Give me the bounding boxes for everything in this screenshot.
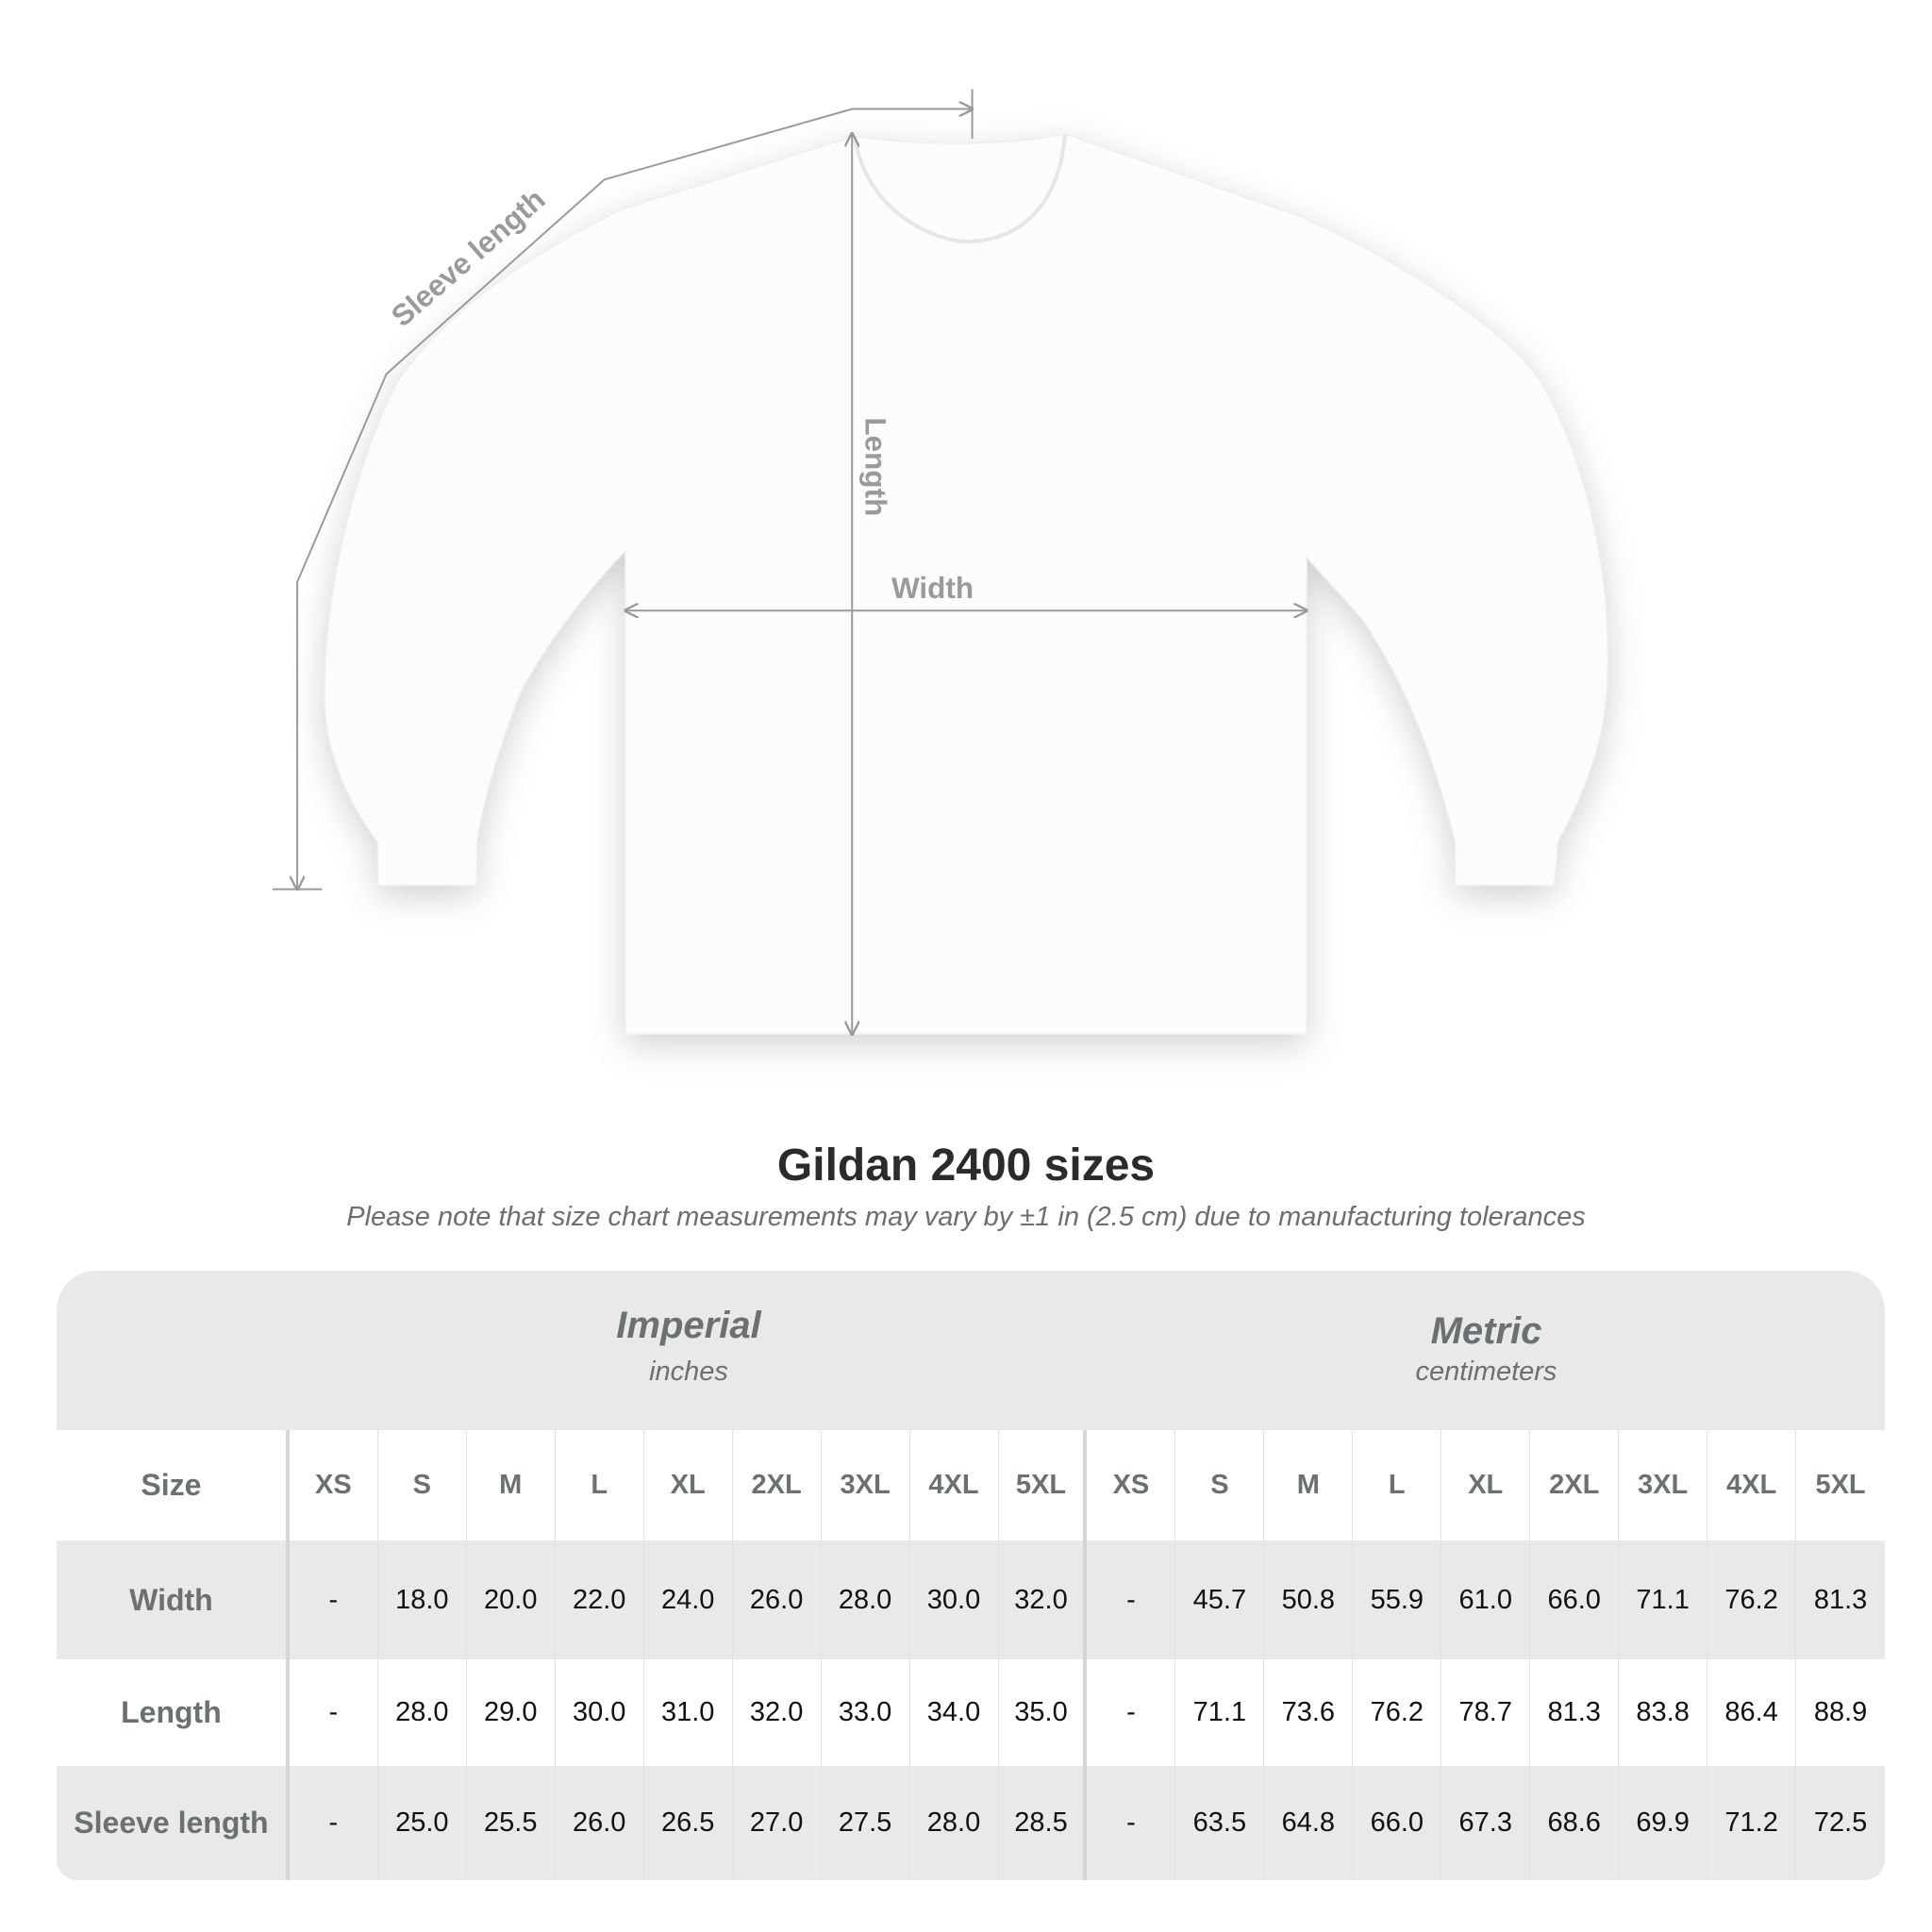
value-cell: - bbox=[1087, 1766, 1176, 1880]
value-cell: 28.0 bbox=[822, 1541, 910, 1659]
collar bbox=[852, 133, 1067, 243]
imperial-header: Imperial inches bbox=[290, 1271, 1088, 1430]
metric-header: Metric centimeters bbox=[1088, 1271, 1885, 1430]
value-cell: 45.7 bbox=[1175, 1541, 1265, 1659]
size-header-cell: XL bbox=[1441, 1430, 1531, 1541]
value-cell: 29.0 bbox=[467, 1659, 556, 1766]
size-table: Imperial inches Metric centimeters Size X… bbox=[57, 1271, 1885, 1880]
value-cell: 71.1 bbox=[1619, 1541, 1708, 1659]
size-header-cell: XS bbox=[290, 1430, 378, 1541]
value-cell: 30.0 bbox=[910, 1541, 999, 1659]
table-row: Width -18.0 20.0 22.0 24.0 26.0 28.0 30.0 32.0-4… bbox=[57, 1541, 1885, 1659]
table-row: Sleeve length -25.0 25.5 26.0 26.5 27.0 27.5 28… bbox=[57, 1766, 1885, 1880]
value-cell: - bbox=[1087, 1541, 1176, 1659]
value-cell: 81.3 bbox=[1530, 1659, 1620, 1766]
value-cell: 33.0 bbox=[822, 1659, 910, 1766]
value-cell: 69.9 bbox=[1619, 1766, 1708, 1880]
value-cell: - bbox=[1087, 1659, 1176, 1766]
value-cell: 27.0 bbox=[733, 1766, 822, 1880]
value-cell: 64.8 bbox=[1264, 1766, 1354, 1880]
value-cell: 83.8 bbox=[1619, 1659, 1708, 1766]
size-header-cell: 2XL bbox=[1530, 1430, 1620, 1541]
value-cell: 72.5 bbox=[1813, 1807, 1868, 1838]
value-cell: 26.5 bbox=[644, 1766, 733, 1880]
value-cell: 30.0 bbox=[556, 1659, 644, 1766]
value-cell: 71.1 bbox=[1175, 1659, 1265, 1766]
value-cell: 66.0 bbox=[1530, 1541, 1620, 1659]
value-cell: 88.9 bbox=[1813, 1697, 1868, 1727]
value-cell: 73.6 bbox=[1264, 1659, 1354, 1766]
size-header-cell: XL bbox=[644, 1430, 733, 1541]
value-cell: 31.0 bbox=[644, 1659, 733, 1766]
size-header-cell: S bbox=[1175, 1430, 1265, 1541]
long-sleeve-shirt bbox=[324, 133, 1609, 1035]
width-label: Width bbox=[891, 571, 974, 605]
size-header-label: Size bbox=[57, 1430, 290, 1541]
size-header-row: Size XS S M L XL 2XL 3XL 4XL 5XL XS S M L XL 2XL 3XL 4XL 5… bbox=[57, 1430, 1885, 1541]
row-label: Width bbox=[57, 1541, 290, 1659]
value-cell: 67.3 bbox=[1441, 1766, 1531, 1880]
value-cell: 66.0 bbox=[1353, 1766, 1442, 1880]
value-cell: 63.5 bbox=[1175, 1766, 1265, 1880]
value-cell: 28.5 bbox=[999, 1766, 1088, 1880]
size-header-cell: M bbox=[467, 1430, 556, 1541]
size-header-cell: L bbox=[1353, 1430, 1442, 1541]
size-header-cell: 3XL bbox=[822, 1430, 910, 1541]
value-cell: 25.0 bbox=[378, 1766, 467, 1880]
size-header-cell: 2XL bbox=[733, 1430, 822, 1541]
value-cell: 24.0 bbox=[644, 1541, 733, 1659]
value-cell: 71.2 bbox=[1707, 1766, 1797, 1880]
value-cell: 55.9 bbox=[1353, 1541, 1442, 1659]
value-cell: 28.0 bbox=[378, 1659, 467, 1766]
size-header-cell: 5XL bbox=[999, 1430, 1088, 1541]
value-cell: 25.5 bbox=[467, 1766, 556, 1880]
imperial-unit: inches bbox=[649, 1357, 728, 1387]
value-cell: 35.0 bbox=[999, 1659, 1088, 1766]
row-label: Sleeve length bbox=[57, 1766, 290, 1880]
value-cell: 28.0 bbox=[910, 1766, 999, 1880]
size-header-cell: 4XL bbox=[1707, 1430, 1797, 1541]
value-cell: 81.3 bbox=[1813, 1584, 1868, 1615]
size-header-cell: L bbox=[556, 1430, 644, 1541]
tolerance-note: Please note that size chart measurements… bbox=[346, 1202, 1586, 1232]
value-cell: 78.7 bbox=[1441, 1659, 1531, 1766]
value-cell: 50.8 bbox=[1264, 1541, 1354, 1659]
imperial-label: Imperial bbox=[616, 1305, 761, 1346]
size-header-cell: 3XL bbox=[1619, 1430, 1708, 1541]
size-header-cell: XS bbox=[1087, 1430, 1176, 1541]
value-cell: 27.5 bbox=[822, 1766, 910, 1880]
metric-unit: centimeters bbox=[1415, 1357, 1557, 1387]
value-cell: 76.2 bbox=[1353, 1659, 1442, 1766]
value-cell: - bbox=[290, 1766, 378, 1880]
value-cell: 61.0 bbox=[1441, 1541, 1531, 1659]
value-cell: 26.0 bbox=[733, 1541, 822, 1659]
value-cell: 22.0 bbox=[556, 1541, 644, 1659]
size-header-cell: S bbox=[378, 1430, 467, 1541]
size-header-cell: 4XL bbox=[910, 1430, 999, 1541]
value-cell: 86.4 bbox=[1707, 1659, 1797, 1766]
size-header-cell: 5XL bbox=[1815, 1470, 1866, 1500]
value-cell: 76.2 bbox=[1707, 1541, 1797, 1659]
length-label: Length bbox=[859, 417, 893, 516]
value-cell: 32.0 bbox=[999, 1541, 1088, 1659]
size-header-cell: M bbox=[1264, 1430, 1354, 1541]
value-cell: - bbox=[290, 1659, 378, 1766]
value-cell: - bbox=[290, 1541, 378, 1659]
value-cell: 18.0 bbox=[378, 1541, 467, 1659]
value-cell: 34.0 bbox=[910, 1659, 999, 1766]
table-row: Length -28.0 29.0 30.0 31.0 32.0 33.0 34.0 35.0-… bbox=[57, 1659, 1885, 1766]
value-cell: 32.0 bbox=[733, 1659, 822, 1766]
sleeve-measure-line bbox=[297, 108, 853, 890]
metric-label: Metric bbox=[1430, 1310, 1542, 1352]
value-cell: 68.6 bbox=[1530, 1766, 1620, 1880]
row-label: Length bbox=[57, 1659, 290, 1766]
value-cell: 26.0 bbox=[556, 1766, 644, 1880]
value-cell: 20.0 bbox=[467, 1541, 556, 1659]
page-title: Gildan 2400 sizes bbox=[776, 1141, 1156, 1191]
